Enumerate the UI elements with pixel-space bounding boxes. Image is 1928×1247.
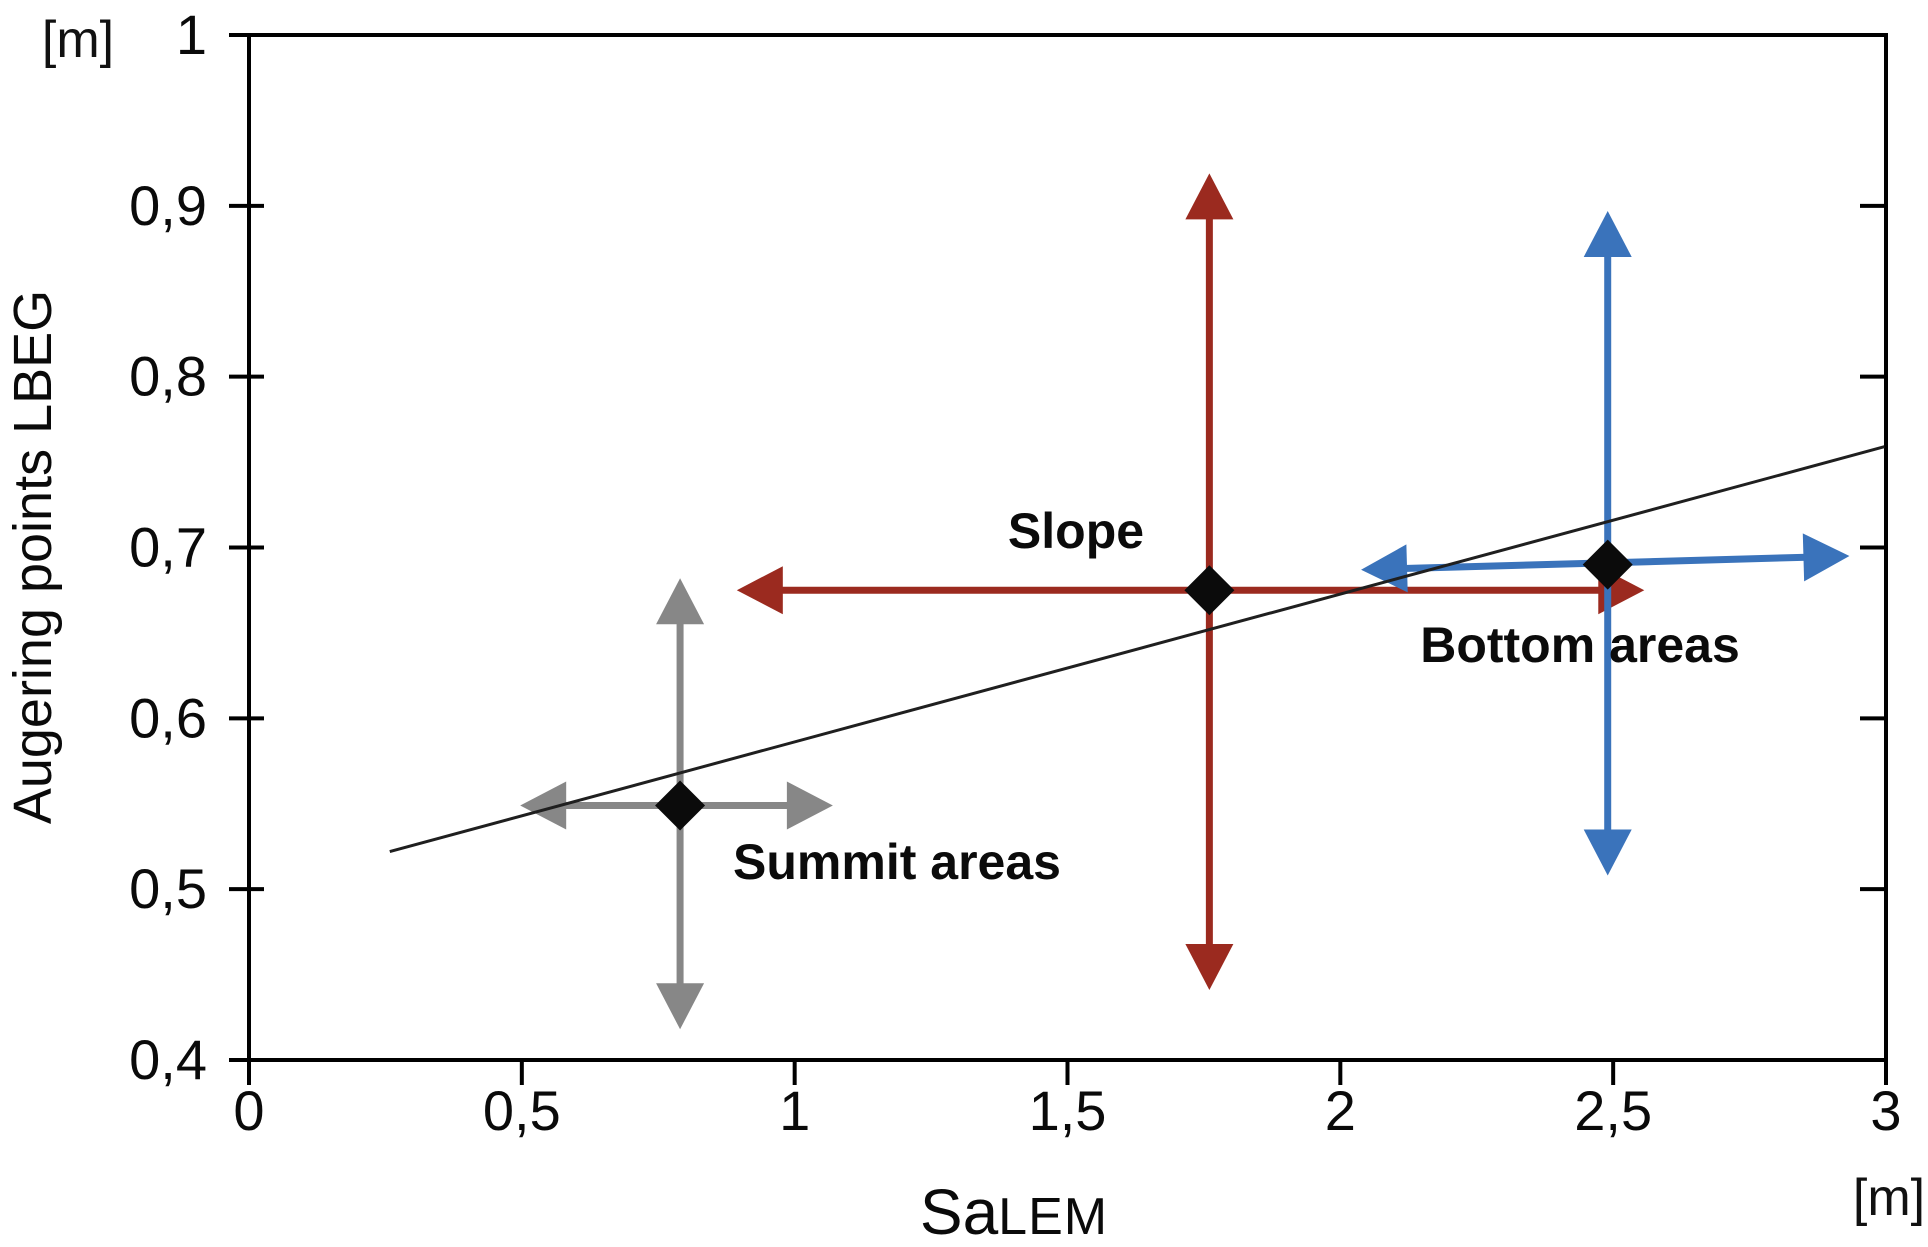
x-tick-label: 0 [233, 1079, 264, 1142]
y-tick-label: 0,6 [129, 686, 207, 749]
data-point-marker [1582, 539, 1633, 590]
data-point-marker [1184, 565, 1235, 616]
arrowhead [1583, 210, 1632, 257]
y-tick-label: 0,5 [129, 857, 207, 920]
y-tick-label: 0,7 [129, 516, 207, 579]
annotation-bottom-areas: Bottom areas [1420, 617, 1740, 673]
y-axis-unit-label: [m] [41, 11, 115, 69]
arrowhead [656, 983, 705, 1030]
arrowhead [1185, 943, 1234, 990]
arrowhead [656, 578, 705, 625]
annotation-summit-areas: Summit areas [733, 834, 1061, 890]
x-tick-label: 0,5 [483, 1079, 561, 1142]
y-tick-label: 0,8 [129, 345, 207, 408]
arrowhead [1802, 533, 1850, 582]
arrowhead [786, 781, 833, 830]
arrowhead [1583, 829, 1632, 876]
x-tick-label: 1 [779, 1079, 810, 1142]
y-tick-label: 0,4 [129, 1028, 207, 1091]
y-tick-label: 0,9 [129, 174, 207, 237]
x-tick-label: 3 [1870, 1079, 1901, 1142]
x-axis-title-sub: LEM [998, 1188, 1109, 1246]
x-axis-title-main: Sa [919, 1176, 999, 1247]
arrowhead [520, 781, 567, 830]
x-tick-label: 1,5 [1029, 1079, 1107, 1142]
x-tick-label: 2,5 [1574, 1079, 1652, 1142]
x-axis-unit-label: [m] [1852, 1169, 1926, 1227]
x-tick-label: 2 [1325, 1079, 1356, 1142]
arrowhead [736, 566, 783, 615]
trend-line [389, 445, 1885, 854]
y-axis-title: Augering points LBEG [3, 289, 63, 825]
x-axis-title: Sa LEM [920, 1175, 1108, 1247]
arrowhead [1185, 173, 1234, 220]
annotation-slope: Slope [1007, 503, 1145, 559]
y-tick-label: 1 [176, 3, 207, 66]
data-point-marker [655, 780, 706, 831]
